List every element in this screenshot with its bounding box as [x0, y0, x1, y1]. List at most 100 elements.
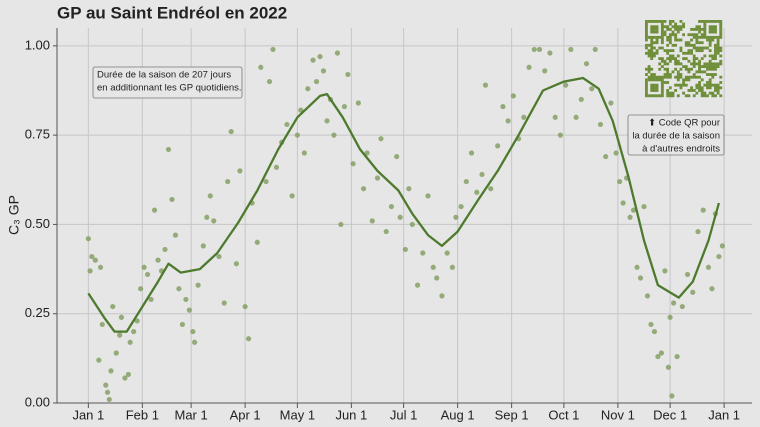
- qr-cell: [671, 49, 675, 53]
- point: [430, 264, 436, 270]
- x-tick-label: Nov 1: [601, 407, 635, 422]
- qr-cell: [663, 73, 667, 76]
- qr-cell: [668, 54, 672, 58]
- qr-cell: [655, 27, 659, 31]
- point: [284, 121, 290, 128]
- point: [630, 207, 637, 213]
- qr-cell: [698, 59, 701, 63]
- qr-cell: [708, 81, 712, 84]
- point: [388, 203, 395, 210]
- qr-cell: [671, 91, 675, 95]
- point: [505, 118, 511, 124]
- qr-cell: [695, 41, 699, 45]
- qr-cell: [690, 43, 693, 47]
- qr-cell: [700, 49, 704, 53]
- qr-cell: [647, 65, 651, 68]
- y-tick-label: 0.25: [25, 305, 50, 320]
- qr-cell: [703, 46, 707, 50]
- qr-cell: [650, 94, 654, 98]
- qr-cell: [655, 41, 659, 45]
- qr-cell: [674, 75, 678, 79]
- qr-cell: [655, 38, 659, 42]
- qr-cell: [655, 35, 659, 39]
- qr-cell: [663, 75, 667, 79]
- qr-cell: [660, 35, 664, 39]
- qr-cell: [676, 83, 680, 87]
- qr-cell: [703, 22, 707, 26]
- qr-cell: [719, 30, 723, 34]
- point: [568, 46, 574, 53]
- point: [439, 293, 445, 299]
- qr-cell: [666, 35, 670, 39]
- point: [110, 303, 116, 310]
- qr-cell: [695, 25, 699, 29]
- point: [394, 153, 400, 160]
- point: [103, 382, 109, 388]
- qr-cell: [714, 25, 717, 29]
- qr-cell: [655, 78, 659, 82]
- qr-cell: [647, 20, 651, 23]
- qr-cell: [674, 35, 678, 39]
- qr-cell: [676, 54, 680, 58]
- point: [690, 289, 696, 295]
- point: [662, 268, 668, 274]
- qr-cell: [706, 83, 709, 87]
- point: [378, 136, 384, 142]
- qr-cell: [703, 20, 707, 23]
- qr-cell: [655, 49, 659, 53]
- qr-cell: [714, 27, 717, 31]
- qr-cell: [700, 35, 704, 39]
- qr-cell: [719, 49, 723, 53]
- qr-cell: [674, 83, 678, 87]
- qr-cell: [711, 20, 715, 23]
- qr-cell: [676, 62, 680, 66]
- point: [195, 282, 201, 288]
- qr-cell: [706, 62, 709, 66]
- point: [684, 271, 691, 278]
- qr-cell: [674, 57, 678, 61]
- qr-cell: [708, 78, 712, 82]
- y-tick-label: 1.00: [25, 37, 50, 52]
- qr-cell: [687, 59, 691, 63]
- qr-cell: [666, 67, 670, 71]
- qr-cell: [674, 38, 678, 42]
- qr-cell: [650, 57, 654, 61]
- point: [658, 350, 665, 356]
- qr-cell: [690, 89, 693, 92]
- point: [204, 214, 210, 220]
- point: [402, 246, 408, 253]
- qr-cell: [719, 81, 723, 84]
- qr-cell: [652, 54, 656, 58]
- qr-cell: [663, 49, 667, 53]
- qr-cell: [711, 38, 715, 42]
- qr-cell: [700, 70, 704, 74]
- qr-cell: [684, 51, 688, 55]
- qr-cell: [660, 38, 664, 42]
- point: [334, 50, 341, 56]
- qr-cell: [668, 20, 672, 23]
- qr-cell: [716, 46, 720, 50]
- point: [510, 93, 516, 99]
- qr-cell: [719, 35, 723, 39]
- qr-cell: [714, 46, 717, 50]
- qr-cell: [679, 38, 683, 42]
- qr-cell: [719, 27, 723, 31]
- point: [190, 328, 196, 335]
- point: [155, 257, 161, 263]
- qr-cell: [711, 27, 715, 31]
- qr-cell: [652, 27, 656, 31]
- point: [444, 250, 450, 256]
- point: [364, 150, 370, 156]
- qr-cell: [676, 30, 680, 34]
- qr-cell: [674, 27, 678, 31]
- qr-cell: [714, 49, 717, 53]
- qr-cell: [708, 38, 712, 42]
- qr-cell: [645, 33, 648, 37]
- qr-cell: [703, 94, 707, 98]
- x-tick-label: Apr 1: [230, 407, 261, 422]
- point: [254, 239, 260, 245]
- point: [409, 221, 415, 228]
- qr-cell: [660, 22, 664, 26]
- point: [521, 114, 527, 120]
